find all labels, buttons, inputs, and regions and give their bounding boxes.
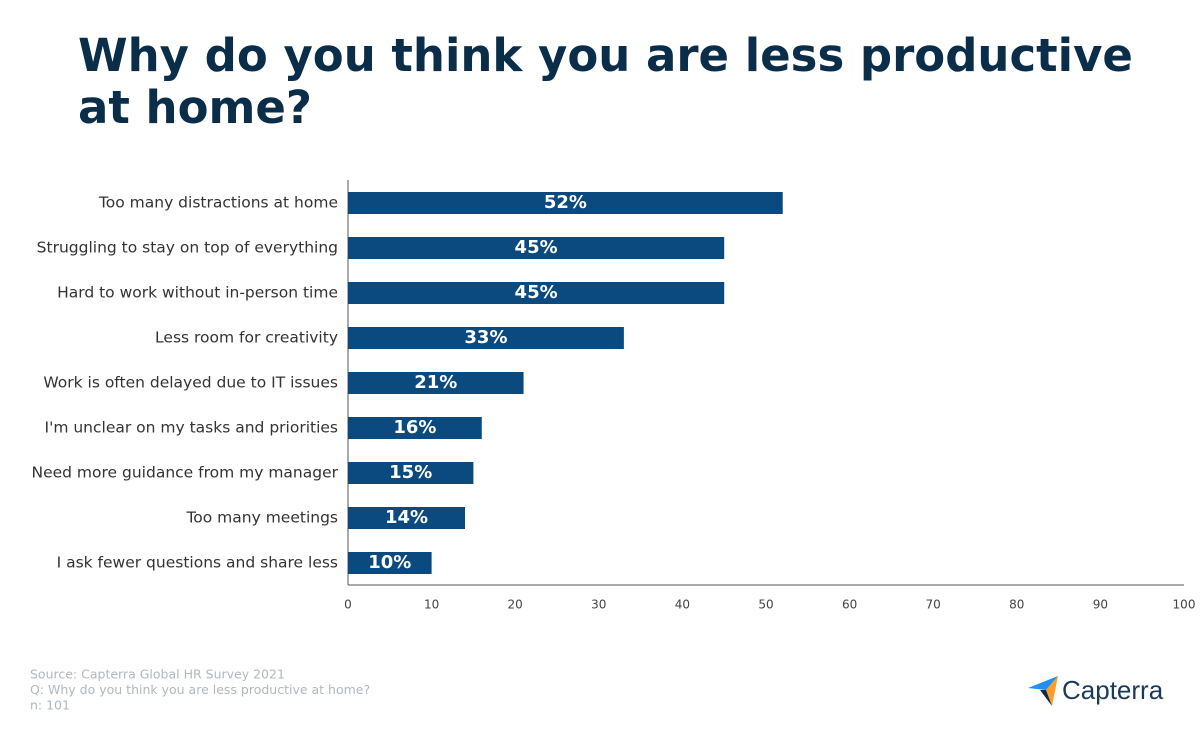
x-tick-label: 20 xyxy=(508,598,523,612)
x-tick-label: 30 xyxy=(591,598,606,612)
bar xyxy=(348,417,482,439)
category-label: Hard to work without in-person time xyxy=(57,284,338,302)
value-label: 45% xyxy=(515,282,558,303)
category-label: Too many meetings xyxy=(185,509,338,527)
logo-icon xyxy=(1040,690,1052,706)
value-label: 45% xyxy=(515,237,558,258)
x-tick-label: 100 xyxy=(1173,598,1196,612)
value-label: 10% xyxy=(368,552,411,573)
x-tick-label: 90 xyxy=(1093,598,1108,612)
bar xyxy=(348,462,474,484)
bar xyxy=(348,237,725,259)
footnote: Q: Why do you think you are less product… xyxy=(30,682,370,697)
chart-title: Why do you think you are less productive… xyxy=(78,29,1133,134)
category-label: Struggling to stay on top of everything xyxy=(37,239,338,257)
footnote: Source: Capterra Global HR Survey 2021 xyxy=(30,667,285,682)
bar xyxy=(348,372,524,394)
value-label: 21% xyxy=(414,372,457,393)
logo-icon xyxy=(1046,676,1058,706)
logo-text: Capterra xyxy=(1062,675,1164,705)
x-tick-label: 80 xyxy=(1009,598,1024,612)
category-label: Need more guidance from my manager xyxy=(32,464,339,482)
footnote: n: 101 xyxy=(30,698,70,713)
x-tick-label: 50 xyxy=(758,598,773,612)
value-label: 52% xyxy=(544,192,587,213)
x-tick-label: 70 xyxy=(926,598,941,612)
category-label: Work is often delayed due to IT issues xyxy=(43,374,338,392)
value-label: 15% xyxy=(389,462,432,483)
x-tick-label: 40 xyxy=(675,598,690,612)
logo-icon xyxy=(1028,676,1058,690)
x-tick-label: 10 xyxy=(424,598,439,612)
bar xyxy=(348,507,466,529)
value-label: 33% xyxy=(464,327,507,348)
category-label: Less room for creativity xyxy=(155,329,338,347)
category-label: Too many distractions at home xyxy=(98,194,338,212)
value-label: 14% xyxy=(385,507,428,528)
category-label: I ask fewer questions and share less xyxy=(57,554,338,572)
category-label: I'm unclear on my tasks and priorities xyxy=(45,419,339,437)
bar xyxy=(348,282,725,304)
bar xyxy=(348,327,624,349)
logo: Capterra xyxy=(1028,675,1164,706)
x-tick-label: 0 xyxy=(344,598,352,612)
x-tick-label: 60 xyxy=(842,598,857,612)
value-label: 16% xyxy=(393,417,436,438)
bar xyxy=(348,552,432,574)
bar xyxy=(348,192,783,214)
